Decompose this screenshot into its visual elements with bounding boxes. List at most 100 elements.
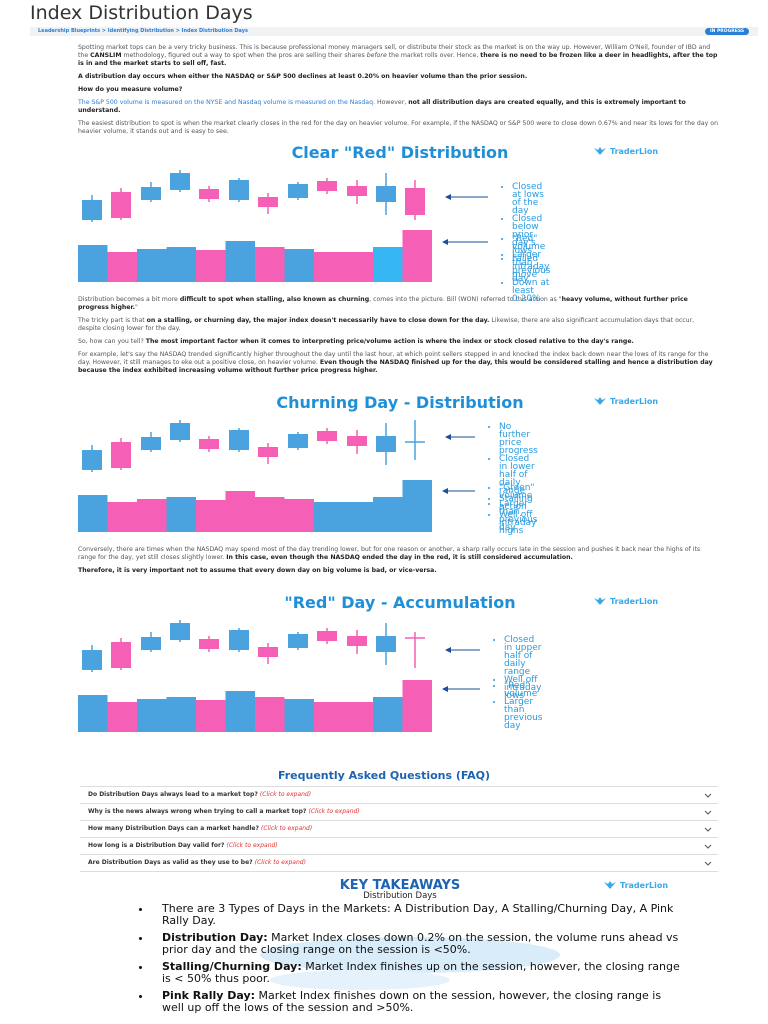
- volume-bar: [373, 697, 403, 732]
- note: No further price progress: [499, 423, 538, 456]
- volume-bar: [255, 247, 285, 282]
- breadcrumb-bar: [30, 27, 758, 36]
- brand-icon: [604, 881, 616, 889]
- text-run: Market Index finishes down on the sessio…: [162, 989, 662, 1014]
- text-run: How do you measure volume?: [78, 86, 183, 93]
- text-run: , comes into the picture. Bill (WON) ref…: [369, 296, 562, 303]
- text-run: Stalling/Churning Day:: [162, 960, 302, 973]
- note-list: "Red" volumeLarger than previous day: [492, 682, 542, 731]
- takeaways-background: [260, 937, 560, 990]
- candle-body: [229, 430, 249, 450]
- volume-bar: [196, 700, 226, 732]
- note: Well off intraday highs: [499, 511, 538, 536]
- text-run: Distribution becomes a bit more: [78, 296, 180, 303]
- takeaways-title: KEY TAKEAWAYS: [339, 878, 461, 893]
- volume-bar: [107, 702, 137, 732]
- paragraph: Distribution becomes a bit more difficul…: [78, 296, 718, 312]
- volume-bar: [78, 695, 108, 732]
- candle-body: [258, 647, 278, 657]
- volume-bar: [343, 252, 373, 282]
- arrow-head: [445, 434, 451, 440]
- candle-body: [141, 637, 161, 650]
- text-run: Market Index closes down 0.2% on the ses…: [162, 931, 679, 956]
- text-run: So, how can you tell?: [78, 338, 146, 345]
- volume-bar: [255, 697, 285, 732]
- volume-bar: [402, 230, 432, 282]
- text-run: heavy volume, without further price prog…: [78, 296, 688, 311]
- candle-body: [288, 634, 308, 648]
- takeaways-subtitle: Distribution Days: [363, 891, 437, 901]
- faq-item[interactable]: Why is the news always wrong when trying…: [80, 804, 718, 821]
- paragraph: A distribution day occurs when either th…: [78, 73, 718, 81]
- faq-question: Why is the news always wrong when trying…: [88, 808, 307, 815]
- text-run: Pink Rally Day:: [162, 989, 256, 1002]
- paragraph: How do you measure volume?: [78, 86, 718, 94]
- volume-bar: [166, 497, 196, 532]
- chevron-line: [704, 810, 712, 815]
- faq-question: How many Distribution Days can a market …: [88, 825, 259, 832]
- illustration: [78, 420, 475, 532]
- breadcrumb[interactable]: Leadership Blueprints > Identifying Dist…: [38, 28, 248, 34]
- faq-hint: (Click to expand): [226, 842, 278, 849]
- takeaways-list: There are 3 Types of Days in the Markets…: [140, 903, 680, 1019]
- takeaways-brand: TraderLion: [603, 880, 668, 890]
- volume-bar: [196, 250, 226, 282]
- brand-name: TraderLion: [610, 596, 659, 606]
- arrow-head: [445, 194, 451, 200]
- faq-title: Frequently Asked Questions (FAQ): [277, 769, 491, 782]
- text-run: A distribution day occurs when either th…: [78, 73, 528, 80]
- volume-bar: [343, 702, 373, 732]
- candle-body: [141, 437, 161, 450]
- text-run: not all distribution days are created eq…: [78, 99, 686, 114]
- volume-bar: [255, 497, 285, 532]
- faq-list: Do Distribution Days always lead to a ma…: [80, 786, 718, 872]
- brand-shape: [594, 397, 606, 405]
- candle-body: [111, 442, 131, 468]
- text-run: difficult to spot when stalling, also kn…: [179, 296, 370, 303]
- note: Larger than previous day: [512, 251, 550, 284]
- chevron: [704, 844, 712, 849]
- faq-item[interactable]: How many Distribution Days can a market …: [80, 821, 718, 838]
- candle-body: [229, 630, 249, 650]
- faq-item[interactable]: Are Distribution Days as valid as they u…: [80, 855, 718, 872]
- volume-bar: [166, 697, 196, 732]
- text-run: The tricky part is that: [78, 317, 147, 324]
- decoration: [270, 970, 450, 990]
- paragraph: Spotting market tops can be a very trick…: [78, 44, 718, 68]
- volume-bar: [284, 699, 314, 732]
- note-list: Closed at lows of the dayClosed below pr…: [500, 183, 550, 304]
- candle-body: [199, 639, 219, 649]
- volume-bar: [343, 502, 373, 532]
- note: "Red" volume: [504, 682, 542, 699]
- note-list: "Red" volumeLarger than previous day: [500, 235, 550, 284]
- faq-hint: (Click to expand): [254, 859, 306, 866]
- takeaway: Pink Rally Day: Market Index finishes do…: [152, 990, 680, 1013]
- text-run: The S&P 500 volume is measured on the NY…: [78, 99, 375, 106]
- candle-body: [82, 650, 102, 670]
- faq-item[interactable]: Do Distribution Days always lead to a ma…: [80, 787, 718, 804]
- arrow-head: [442, 239, 448, 245]
- candle-body: [82, 450, 102, 470]
- brand-icon: [594, 397, 606, 405]
- candle-body: [376, 186, 396, 202]
- brand-name: TraderLion: [610, 396, 659, 406]
- chevron-line: [704, 844, 712, 849]
- candle-body: [376, 436, 396, 452]
- note: "Green" volume: [499, 484, 537, 501]
- note-list: "Green" volumeLarger than previous day: [487, 484, 537, 533]
- note: "Red" volume: [512, 235, 550, 252]
- faq-item[interactable]: How long is a Distribution Day valid for…: [80, 838, 718, 855]
- note-list: Closed in upper half of daily rangeWell …: [492, 636, 542, 701]
- text-run: on a stalling, or churning day, the majo…: [146, 317, 490, 324]
- candle-body: [376, 636, 396, 652]
- note: Larger than previous day: [499, 500, 537, 533]
- takeaway: Stalling/Churning Day: Market Index fini…: [152, 961, 680, 984]
- volume-bar: [373, 497, 403, 532]
- paragraph: The easiest distribution to spot is when…: [78, 120, 718, 136]
- takeaway: Distribution Day: Market Index closes do…: [152, 932, 680, 955]
- candle-body: [170, 623, 190, 640]
- chevron: [704, 793, 712, 798]
- text-run: methodology, figured out a way to spot w…: [121, 52, 367, 59]
- text-run: Therefore, it is very important not to a…: [78, 567, 437, 574]
- volume-bar: [284, 249, 314, 282]
